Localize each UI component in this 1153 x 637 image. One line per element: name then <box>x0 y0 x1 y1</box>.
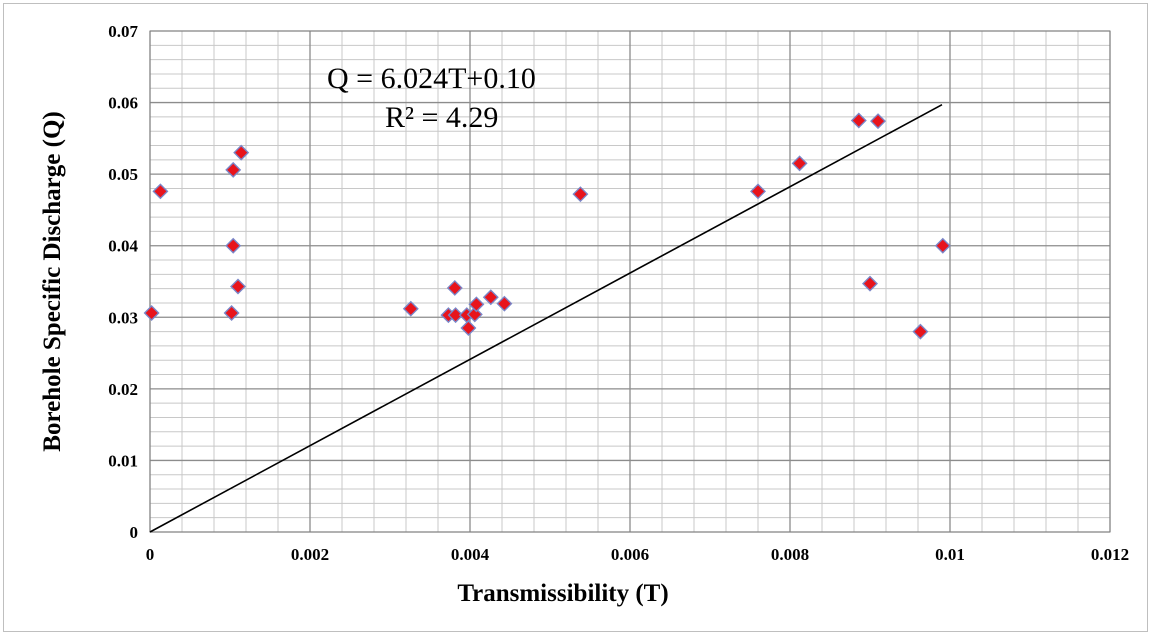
data-point <box>223 305 240 321</box>
data-point <box>496 295 513 312</box>
data-point <box>447 307 464 324</box>
data-point <box>233 144 250 161</box>
r-squared-label: R² = 4.29 <box>385 101 498 134</box>
x-tick-label: 0.01 <box>935 545 965 564</box>
x-tick-label: 0.002 <box>291 545 329 564</box>
y-tick-label: 0.01 <box>108 451 138 470</box>
data-point <box>482 289 499 306</box>
data-point <box>230 278 246 295</box>
x-axis-tick-labels: 0 0.002 0.004 0.006 0.008 0.01 0.012 <box>146 545 1129 564</box>
y-tick-label: 0.07 <box>108 22 138 41</box>
data-point <box>225 161 242 178</box>
y-tick-label: 0.03 <box>108 308 138 327</box>
data-point <box>850 112 867 129</box>
trendline <box>149 104 943 533</box>
data-point <box>870 113 886 130</box>
data-point <box>402 300 419 317</box>
y-tick-label: 0.06 <box>108 94 138 113</box>
data-point <box>446 279 463 296</box>
x-tick-label: 0.004 <box>451 545 490 564</box>
data-point <box>460 320 477 337</box>
data-point <box>912 323 929 340</box>
plot-area-border <box>149 30 1111 533</box>
data-point <box>572 186 589 203</box>
y-tick-label: 0.05 <box>108 165 138 184</box>
y-axis-tick-labels: 0 0.01 0.02 0.03 0.04 0.05 0.06 0.07 <box>108 22 138 542</box>
data-point <box>934 237 951 254</box>
y-tick-label: 0 <box>130 523 139 542</box>
x-tick-label: 0 <box>146 545 155 564</box>
data-point <box>143 305 160 321</box>
y-axis-title: Borehole Specific Discharge (Q) <box>39 111 66 451</box>
y-tick-label: 0.04 <box>108 237 138 256</box>
data-point <box>152 183 169 200</box>
data-point <box>225 237 242 254</box>
y-tick-label: 0.02 <box>108 380 138 399</box>
data-point <box>468 296 485 313</box>
equation-label: Q = 6.024T+0.10 <box>327 62 536 95</box>
x-axis-title: Transmissibility (T) <box>457 580 668 607</box>
data-point <box>466 306 483 323</box>
data-point <box>862 275 878 292</box>
x-tick-label: 0.008 <box>771 545 809 564</box>
data-point <box>791 155 808 172</box>
major-gridlines <box>149 30 1111 533</box>
data-point <box>750 183 766 200</box>
data-points <box>143 112 951 340</box>
x-tick-label: 0.006 <box>611 545 649 564</box>
x-tick-label: 0.012 <box>1091 545 1129 564</box>
